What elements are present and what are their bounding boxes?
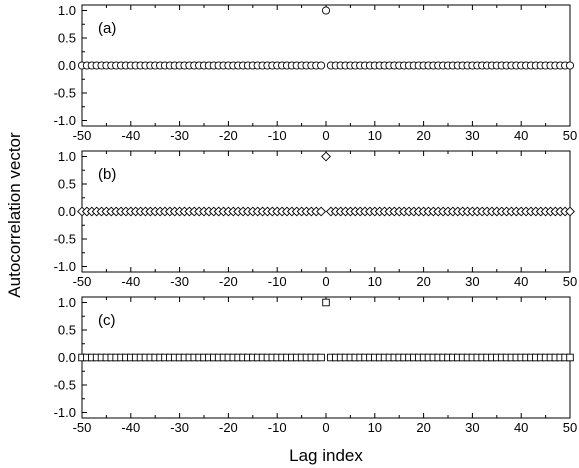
data-point [565, 206, 575, 217]
y-tick-label: -0.5 [54, 232, 76, 247]
y-tick-label: 0.5 [58, 31, 76, 46]
x-tick-label: 20 [416, 420, 430, 435]
data-point [321, 6, 331, 15]
x-tick-label: -40 [121, 274, 140, 289]
panel-label: (a) [98, 20, 116, 37]
y-axis-label: Autocorrelation vector [5, 132, 24, 298]
y-tick-label: 0.5 [58, 323, 76, 338]
panel-label: (c) [98, 312, 116, 329]
y-tick-label: -0.5 [54, 86, 76, 101]
x-axis-label: Lag index [289, 446, 363, 465]
x-tick-label: 50 [563, 128, 577, 143]
x-tick-label: -30 [170, 274, 189, 289]
x-tick-label: 30 [465, 274, 479, 289]
data-point [317, 353, 325, 362]
x-tick-label: -20 [219, 420, 238, 435]
data-point [565, 61, 575, 70]
x-tick-label: -30 [170, 420, 189, 435]
data-point [322, 298, 330, 307]
x-tick-label: -20 [219, 128, 238, 143]
x-tick-label: 30 [465, 128, 479, 143]
x-tick-label: 10 [368, 420, 382, 435]
y-tick-label: 1.0 [58, 295, 76, 310]
x-tick-label: 40 [514, 274, 528, 289]
x-tick-label: -30 [170, 128, 189, 143]
x-tick-label: -10 [268, 420, 287, 435]
x-tick-label: 20 [416, 274, 430, 289]
x-tick-label: -10 [268, 274, 287, 289]
panel-b: -50 -40 -30 -20 -10 0 10 20 30 40 50 1.0 0.5 0.0 -0.5 -… [54, 149, 578, 289]
x-tick-label: -50 [73, 128, 92, 143]
x-tick-label: -10 [268, 128, 287, 143]
data-point [566, 353, 574, 362]
y-tick-label: -1.0 [54, 113, 76, 128]
x-tick-label: 50 [563, 274, 577, 289]
y-tick-label: 0.0 [58, 350, 76, 365]
y-tick-label: 1.0 [58, 149, 76, 164]
panel-a: -50 -40 -30 -20 -10 0 10 20 30 40 50 1.0 0.5 0.0 -0.5 -… [54, 3, 578, 143]
y-tick-label: -0.5 [54, 378, 76, 393]
x-tick-label: 20 [416, 128, 430, 143]
y-tick-label: 0.0 [58, 58, 76, 73]
panels: -50 -40 -30 -20 -10 0 10 20 30 40 50 1.0 0.5 0.0 -0.5 -… [54, 3, 578, 435]
data-point [317, 61, 326, 70]
data-point [321, 151, 331, 162]
x-tick-label: -40 [121, 128, 140, 143]
y-tick-label: 1.0 [58, 3, 76, 18]
y-tick-label: -1.0 [54, 259, 76, 274]
y-tick-label: -1.0 [54, 405, 76, 420]
panel-c: -50 -40 -30 -20 -10 0 10 20 30 40 50 1.0 0.5 0.0 -0.5 -… [54, 295, 578, 435]
x-tick-label: -50 [73, 274, 92, 289]
x-tick-label: 40 [514, 128, 528, 143]
y-tick-label: 0.0 [58, 204, 76, 219]
x-tick-label: 10 [368, 128, 382, 143]
x-tick-label: 40 [514, 420, 528, 435]
x-tick-label: -50 [73, 420, 92, 435]
x-tick-label: 0 [322, 128, 329, 143]
x-tick-label: 30 [465, 420, 479, 435]
x-tick-label: 10 [368, 274, 382, 289]
x-tick-label: -40 [121, 420, 140, 435]
x-tick-label: -20 [219, 274, 238, 289]
x-tick-label: 50 [563, 420, 577, 435]
x-tick-label: 0 [322, 420, 329, 435]
data-point [316, 206, 327, 217]
x-tick-label: 0 [322, 274, 329, 289]
panel-label: (b) [98, 166, 116, 183]
y-tick-label: 0.5 [58, 177, 76, 192]
